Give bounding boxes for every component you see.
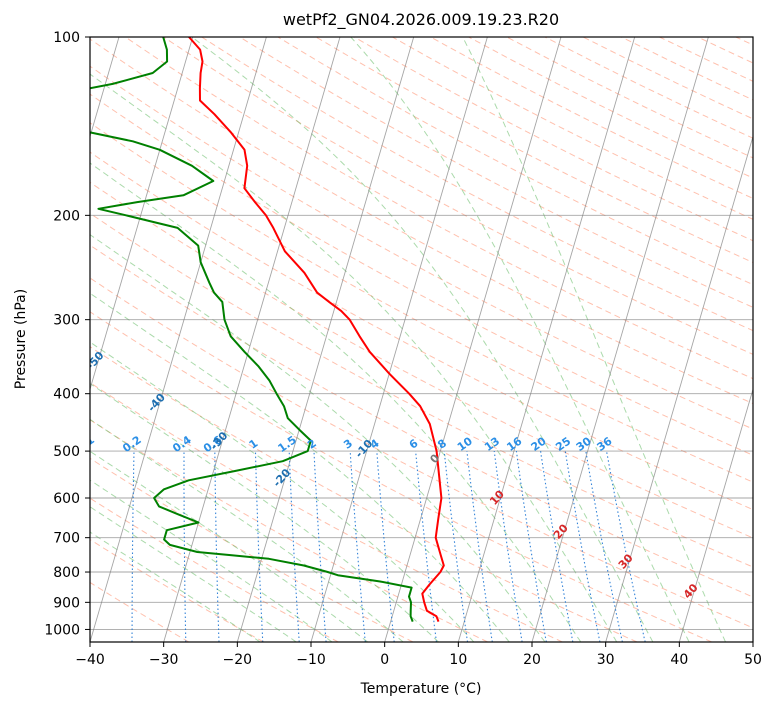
isotherm-line — [163, 37, 341, 642]
mixing-ratio-line — [443, 451, 469, 642]
isotherm-line — [90, 37, 267, 642]
y-tick-label: 100 — [53, 30, 80, 46]
isotherm-line — [678, 387, 753, 642]
mixing-ratio-line — [376, 451, 395, 642]
x-tick-label: 50 — [744, 652, 762, 668]
moist-adiabat-line — [90, 418, 404, 642]
dry-adiabat-line — [277, 37, 753, 286]
mixing-ratio-line — [585, 451, 623, 642]
dry-adiabat-line — [239, 37, 753, 308]
mixing-ratio-line — [605, 450, 646, 642]
y-tick-label: 500 — [53, 444, 80, 460]
x-tick-label: −30 — [149, 652, 179, 668]
x-tick-label: 10 — [449, 652, 467, 668]
mixing-ratio-line — [415, 451, 437, 642]
y-tick-label: 400 — [53, 387, 80, 403]
y-tick-label: 900 — [53, 595, 80, 611]
x-tick-label: 20 — [523, 652, 541, 668]
moist-adiabat-line — [90, 450, 368, 642]
x-axis-title: Temperature (°C) — [360, 681, 482, 697]
chart-title: wetPf2_GN04.2026.009.19.23.R20 — [283, 10, 559, 30]
isotherm-line — [457, 37, 636, 642]
x-tick-label: 0 — [380, 652, 389, 668]
isotherm-line — [310, 37, 488, 642]
dry-adiabat-line — [90, 311, 712, 642]
mixing-ratio-line — [493, 451, 523, 642]
mixing-ratio-line — [466, 451, 493, 642]
dry-adiabat-line — [90, 38, 753, 405]
dry-adiabat-line — [90, 581, 190, 642]
x-tick-label: −10 — [296, 652, 326, 668]
isotherm-line — [531, 37, 709, 642]
y-tick-label: 300 — [53, 313, 80, 329]
dry-adiabat-line — [90, 244, 753, 598]
dry-adiabat-line — [90, 151, 753, 511]
dry-adiabat-line — [90, 538, 264, 642]
moist-adiabat-line — [90, 479, 333, 642]
dry-adiabat-line — [90, 93, 753, 456]
mixing-ratio-line — [349, 451, 366, 642]
dry-adiabat-line — [90, 346, 638, 642]
y-tick-label: 700 — [53, 531, 80, 547]
x-tick-label: −40 — [75, 652, 105, 668]
plot-frame — [89, 36, 754, 643]
temperature-profile-line — [188, 37, 445, 622]
y-tick-label: 200 — [53, 208, 80, 224]
dry-adiabat-line — [90, 122, 753, 483]
y-tick-label: 1000 — [44, 622, 80, 638]
isotherm-line — [384, 37, 562, 642]
moist-adiabat-line — [191, 37, 654, 642]
mixing-ratio-label: 0.1 — [73, 433, 96, 455]
y-tick-label: 800 — [53, 565, 80, 581]
moist-adiabat-line — [90, 234, 546, 642]
moist-adiabat-line — [90, 292, 510, 642]
mixing-ratio-line — [564, 451, 601, 642]
isotherm-line — [236, 37, 415, 642]
moist-adiabat-line — [90, 382, 439, 642]
isotherm-line — [90, 37, 194, 391]
dewpoint-profile-line — [90, 37, 414, 622]
moist-adiabat-line — [462, 37, 727, 642]
dry-adiabat-line — [90, 419, 488, 642]
dry-adiabat-line — [90, 277, 753, 629]
dry-adiabat-line — [90, 457, 414, 642]
moist-adiabat-line — [350, 37, 690, 642]
dry-adiabat-line — [90, 181, 753, 539]
moist-adiabat-line — [90, 341, 475, 642]
moist-adiabat-line — [90, 506, 297, 642]
dry-adiabat-line — [125, 37, 753, 380]
x-tick-label: 40 — [670, 652, 688, 668]
x-tick-label: 30 — [597, 652, 615, 668]
y-axis-title: Pressure (hPa) — [13, 289, 29, 389]
y-tick-label: 600 — [53, 491, 80, 507]
x-tick-label: −20 — [223, 652, 253, 668]
